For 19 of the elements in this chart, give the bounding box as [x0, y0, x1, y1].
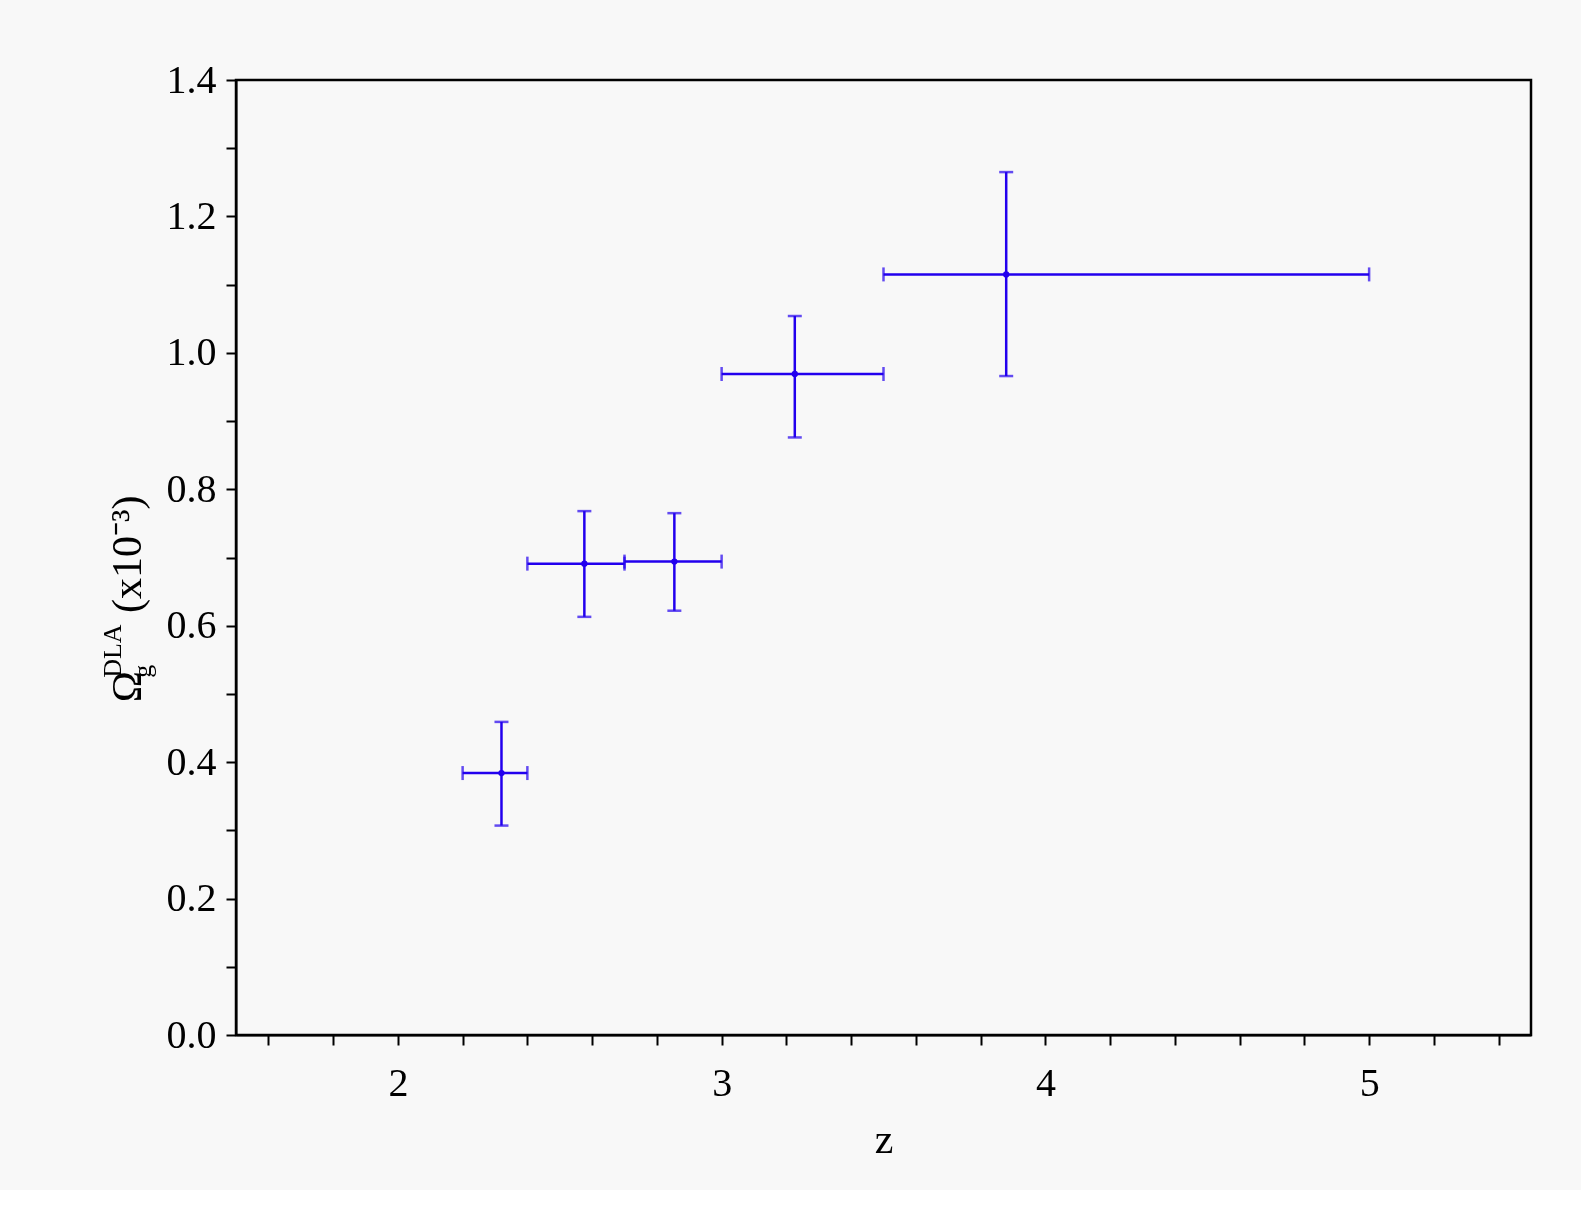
y-tick-label: 0.4 [166, 738, 217, 784]
x-tick-label: 2 [388, 1059, 409, 1105]
x-tick-label: 4 [1035, 1059, 1056, 1105]
point [1003, 271, 1010, 278]
y-axis-title: ΩgDLA (x10⁻³) [98, 495, 157, 703]
point [498, 769, 505, 777]
y-tick-label: 1.0 [166, 329, 217, 375]
y-tick-label: 1.4 [166, 56, 217, 102]
x-tick-label: 3 [712, 1059, 733, 1105]
y-tick-label: 0.8 [166, 465, 217, 511]
point [791, 370, 798, 378]
x-axis-title: z [874, 1115, 894, 1162]
x-tick-label: 5 [1359, 1059, 1380, 1105]
y-tick-label: 0.2 [166, 875, 217, 921]
point [671, 558, 678, 565]
point [581, 560, 588, 567]
y-tick-label: 1.2 [166, 192, 217, 238]
y-tick-label: 0.6 [166, 602, 217, 648]
y-tick-label: 0.0 [166, 1011, 217, 1057]
